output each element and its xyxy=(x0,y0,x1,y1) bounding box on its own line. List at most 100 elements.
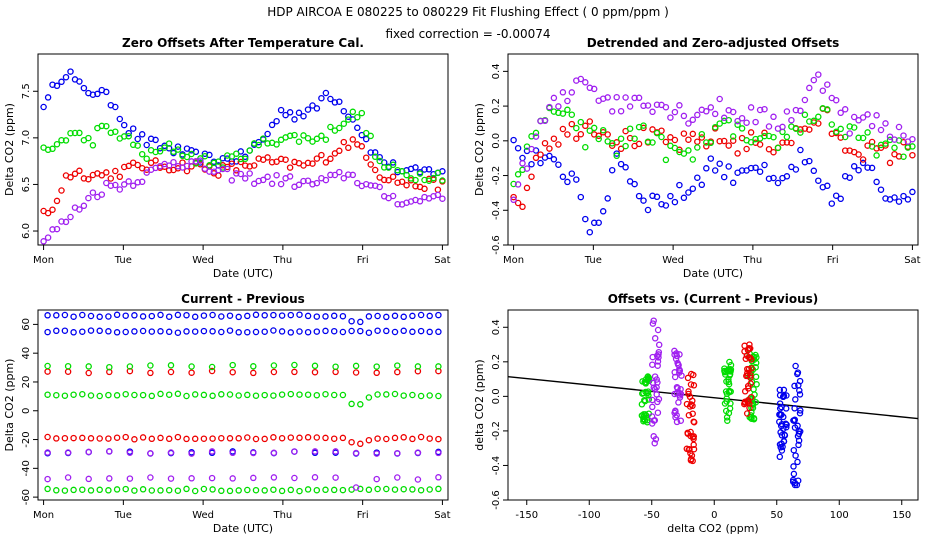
blue-point xyxy=(412,164,419,171)
blue-point xyxy=(357,327,364,335)
green-point xyxy=(85,134,92,142)
blue-point xyxy=(374,312,381,320)
x-tick-label: -100 xyxy=(578,510,601,521)
red-point xyxy=(604,131,611,138)
blue-point xyxy=(796,391,804,398)
plot-area xyxy=(508,317,918,489)
red-point xyxy=(287,434,295,441)
green-point xyxy=(348,400,355,408)
purple-point xyxy=(208,474,216,482)
blue-point xyxy=(837,195,844,203)
purple-point xyxy=(651,335,659,342)
purple-point xyxy=(649,396,656,404)
green-point xyxy=(394,362,401,369)
purple-point xyxy=(336,168,343,176)
blue-point xyxy=(421,166,428,173)
green-point xyxy=(61,487,69,494)
blue-point xyxy=(313,105,321,112)
purple-point xyxy=(649,353,656,361)
purple-point xyxy=(273,171,280,179)
blue-point xyxy=(555,161,562,168)
blue-point xyxy=(322,89,330,97)
x-tick-label: Sat xyxy=(434,255,450,266)
red-point xyxy=(541,139,549,147)
blue-point xyxy=(87,312,95,320)
blue-point xyxy=(792,166,800,173)
blue-point xyxy=(514,144,522,152)
green-point xyxy=(671,144,679,152)
red-point xyxy=(519,203,526,211)
blue-point xyxy=(859,159,867,167)
red-point xyxy=(690,418,698,426)
blue-point xyxy=(348,327,355,335)
purple-point xyxy=(626,103,634,110)
y-tick-label: -0.6 xyxy=(491,235,502,255)
green-point xyxy=(358,109,366,117)
blue-point xyxy=(322,313,329,320)
purple-point xyxy=(147,450,154,457)
blue-point xyxy=(794,458,801,466)
green-point xyxy=(868,143,876,150)
green-point xyxy=(44,362,51,370)
purple-point xyxy=(197,157,204,164)
red-point xyxy=(859,156,867,163)
blue-point xyxy=(165,313,173,320)
purple-point xyxy=(654,379,661,386)
blue-point xyxy=(244,312,251,320)
purple-point xyxy=(841,106,849,113)
blue-point xyxy=(711,167,719,174)
plot-area xyxy=(510,71,916,236)
blue-point xyxy=(134,135,141,143)
red-point xyxy=(348,438,355,446)
purple-point xyxy=(64,449,72,456)
purple-point xyxy=(394,449,401,457)
purple-point xyxy=(134,179,141,186)
purple-point xyxy=(577,75,585,83)
green-point xyxy=(300,132,307,139)
blue-point xyxy=(391,312,399,320)
purple-point xyxy=(832,96,840,104)
green-point xyxy=(726,367,733,374)
blue-point xyxy=(617,160,625,168)
red-point xyxy=(332,368,339,376)
blue-point xyxy=(846,174,853,181)
red-point xyxy=(188,369,195,376)
green-point xyxy=(131,487,138,494)
green-point xyxy=(824,106,831,113)
blue-point xyxy=(148,312,156,320)
plot-area xyxy=(44,311,442,495)
blue-point xyxy=(139,313,147,320)
x-tick-label: 150 xyxy=(892,510,911,521)
green-point xyxy=(270,362,278,369)
purple-point xyxy=(555,103,562,110)
red-point xyxy=(134,161,141,169)
y-tick-label: 60 xyxy=(21,318,32,331)
purple-point xyxy=(291,448,298,455)
fit-line xyxy=(508,375,918,420)
x-axis-label: Date (UTC) xyxy=(683,267,743,280)
red-point xyxy=(546,145,553,152)
green-point xyxy=(167,362,175,369)
red-point xyxy=(244,434,251,441)
purple-point xyxy=(806,84,813,92)
blue-point xyxy=(689,185,697,192)
blue-point xyxy=(295,109,303,117)
purple-point xyxy=(208,448,216,455)
y-tick-label: -0.2 xyxy=(491,166,502,186)
purple-point xyxy=(311,448,319,455)
purple-point xyxy=(564,97,571,105)
green-point xyxy=(103,122,110,130)
red-point xyxy=(747,393,755,401)
purple-point xyxy=(815,71,822,78)
purple-point xyxy=(877,126,885,134)
green-point xyxy=(87,487,95,494)
purple-point xyxy=(649,403,656,411)
purple-point xyxy=(224,165,231,173)
purple-point xyxy=(62,218,70,226)
purple-point xyxy=(76,206,83,213)
blue-point xyxy=(828,200,836,207)
green-point xyxy=(161,144,168,151)
blue-point xyxy=(291,116,298,123)
red-point xyxy=(268,158,276,166)
purple-point xyxy=(797,107,804,115)
